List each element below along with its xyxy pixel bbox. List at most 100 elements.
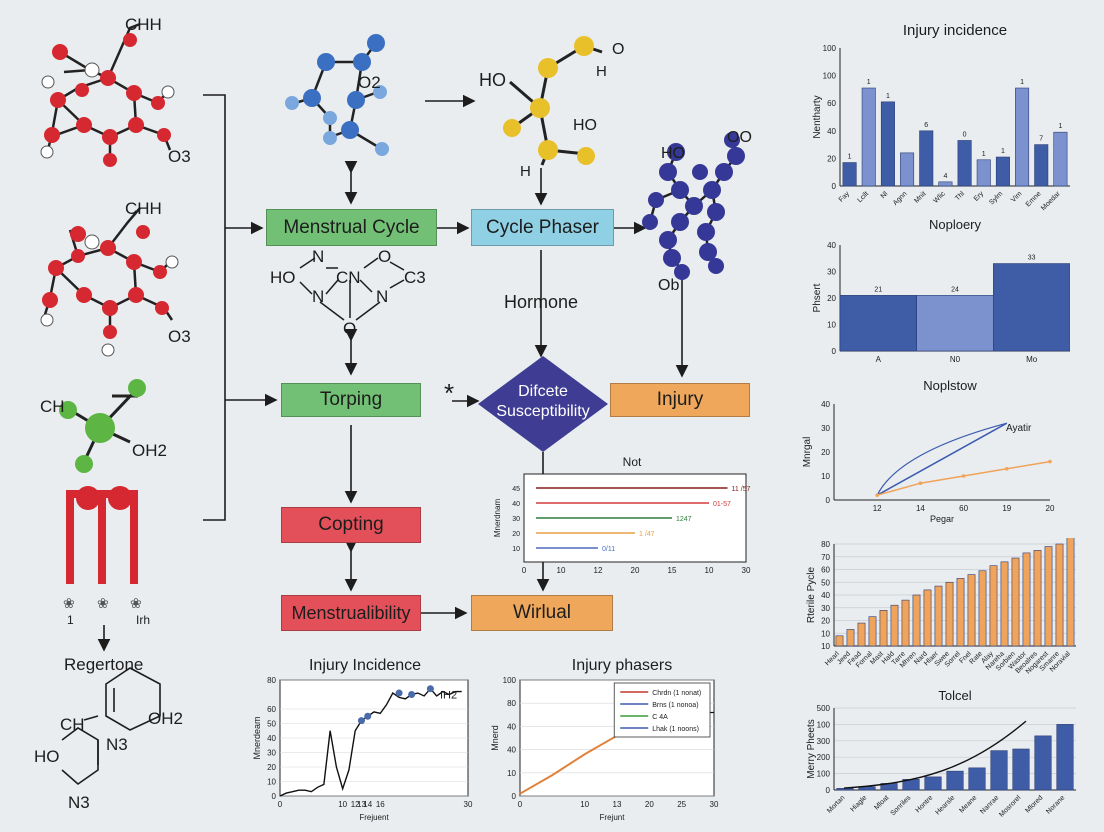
y-axis-label: Mnerdeam: [252, 716, 262, 759]
y-tick-label: 40: [507, 722, 516, 731]
bar: [995, 156, 1010, 187]
y-tick-label: 500: [817, 704, 831, 713]
bar: [919, 130, 934, 187]
m7-label-0: HO: [661, 145, 685, 162]
x-tick-label: 16: [376, 800, 385, 809]
y-tick-label: 40: [821, 400, 830, 409]
y-tick-label: 40: [507, 746, 516, 755]
y-tick-label: 10: [512, 546, 520, 553]
label-asterisk: *: [444, 378, 455, 408]
bar: [993, 263, 1070, 352]
bar: [1015, 87, 1030, 187]
chart-title: Tolcel: [938, 690, 971, 703]
chart-title: Injury incidence: [903, 22, 1007, 39]
y-tick-label: 0: [512, 792, 517, 801]
x-tick-label: 30: [710, 800, 719, 809]
bar: [839, 295, 917, 352]
x-tick-label: 0: [518, 800, 523, 809]
bar-data-label: 6: [924, 122, 928, 129]
molecule-red-ring-1-atoms: [40, 33, 175, 167]
x-tick-label: Meane: [958, 794, 978, 814]
bar: [976, 159, 991, 187]
svg-text:❀: ❀: [130, 595, 142, 611]
box-injury: Injury: [610, 383, 750, 417]
series-point: [408, 691, 416, 698]
x-tick-label: Mloat: [873, 794, 890, 811]
y-tick-label: 20: [512, 531, 520, 538]
series-point: [395, 689, 403, 697]
series-label: 1247: [676, 516, 692, 523]
x-tick-label: 15: [668, 566, 677, 575]
y-tick-label: 20: [821, 448, 830, 457]
bar-data-label: 1: [886, 93, 890, 100]
ring-center-4: C3: [404, 268, 426, 287]
y-axis-label: Merry Pheets: [806, 719, 817, 778]
x-axis-label: Pegar: [930, 514, 954, 524]
y-tick-label: 45: [512, 486, 520, 493]
bar: [1034, 144, 1049, 187]
left-bracket: [203, 94, 226, 521]
series-point-orange: [1005, 467, 1009, 471]
y-tick-label: 100: [823, 44, 837, 53]
y-tick-label: 30: [827, 268, 836, 277]
y-tick-label: 80: [507, 699, 516, 708]
m4-label-2: Irh: [136, 613, 150, 627]
legend-label: Chrdn (1 nonat): [652, 690, 701, 697]
y-tick-label: 50: [821, 578, 830, 587]
legend-label: Brns (1 nonoa): [652, 702, 698, 709]
y-tick-label: 60: [827, 99, 836, 108]
x-tick-label: Nl: [880, 190, 890, 200]
series-line-blue: [876, 422, 1008, 496]
series-point-orange: [918, 481, 923, 485]
chart-injury-phasers-line: Injury phasers 0 10 40 40 80 100 0 10 13 20 25 30 Fre…: [490, 657, 719, 822]
bar: [861, 87, 876, 187]
y-tick-label: 40: [267, 734, 276, 743]
svg-text:❀: ❀: [97, 595, 109, 611]
y-tick-label: 200: [817, 753, 831, 762]
x-tick-label: 12: [351, 800, 360, 809]
y-tick-label: 20: [827, 294, 836, 303]
box-torping: Torping: [281, 383, 421, 417]
series-label: 0/11: [602, 546, 615, 553]
y-tick-label: 0: [272, 792, 277, 801]
y-tick-label: 10: [267, 778, 276, 787]
ring-center-1: N: [312, 247, 324, 266]
series-point: [357, 717, 365, 725]
x-tick-label: Hearsle: [934, 794, 956, 816]
bar: [901, 599, 910, 647]
x-axis-label: Frejunt: [600, 813, 626, 822]
x-tick-label: 12: [594, 566, 603, 575]
bar: [890, 604, 899, 647]
bar-data-label: 1: [982, 151, 986, 158]
chart-title: Injury phasers: [572, 657, 673, 674]
m1-label-bottom: O3: [168, 147, 191, 166]
bar: [842, 162, 857, 187]
bar: [945, 581, 954, 647]
y-tick-label: 40: [821, 591, 830, 600]
bar: [967, 574, 976, 647]
y-tick-label: 30: [821, 604, 830, 613]
bar-data-label: 7: [1039, 136, 1043, 143]
bar-data-label: 1: [1001, 148, 1005, 155]
m6-label-2: H: [596, 63, 607, 80]
y-tick-label: 40: [512, 501, 520, 508]
x-tick-label: A: [876, 355, 882, 364]
x-tick-label: Sylm: [988, 190, 1004, 206]
y-axis-label: Mnrgal: [802, 437, 813, 468]
series-label: 1 /47: [639, 531, 655, 538]
box-copting: Copting: [281, 507, 421, 543]
y-tick-label: 30: [821, 424, 830, 433]
y-axis-label: Mnerdnam: [493, 499, 502, 538]
bar: [846, 629, 855, 647]
m6-label-1: O: [612, 41, 624, 58]
y-tick-label: 40: [827, 241, 836, 250]
bar: [957, 140, 972, 187]
y-tick-label: 0: [832, 347, 837, 356]
chart-title: Not: [623, 455, 642, 469]
bar: [946, 770, 964, 791]
bar: [912, 594, 921, 647]
x-tick-label: 20: [631, 566, 640, 575]
molecule-yellow: [503, 36, 603, 166]
bar: [1066, 538, 1075, 647]
